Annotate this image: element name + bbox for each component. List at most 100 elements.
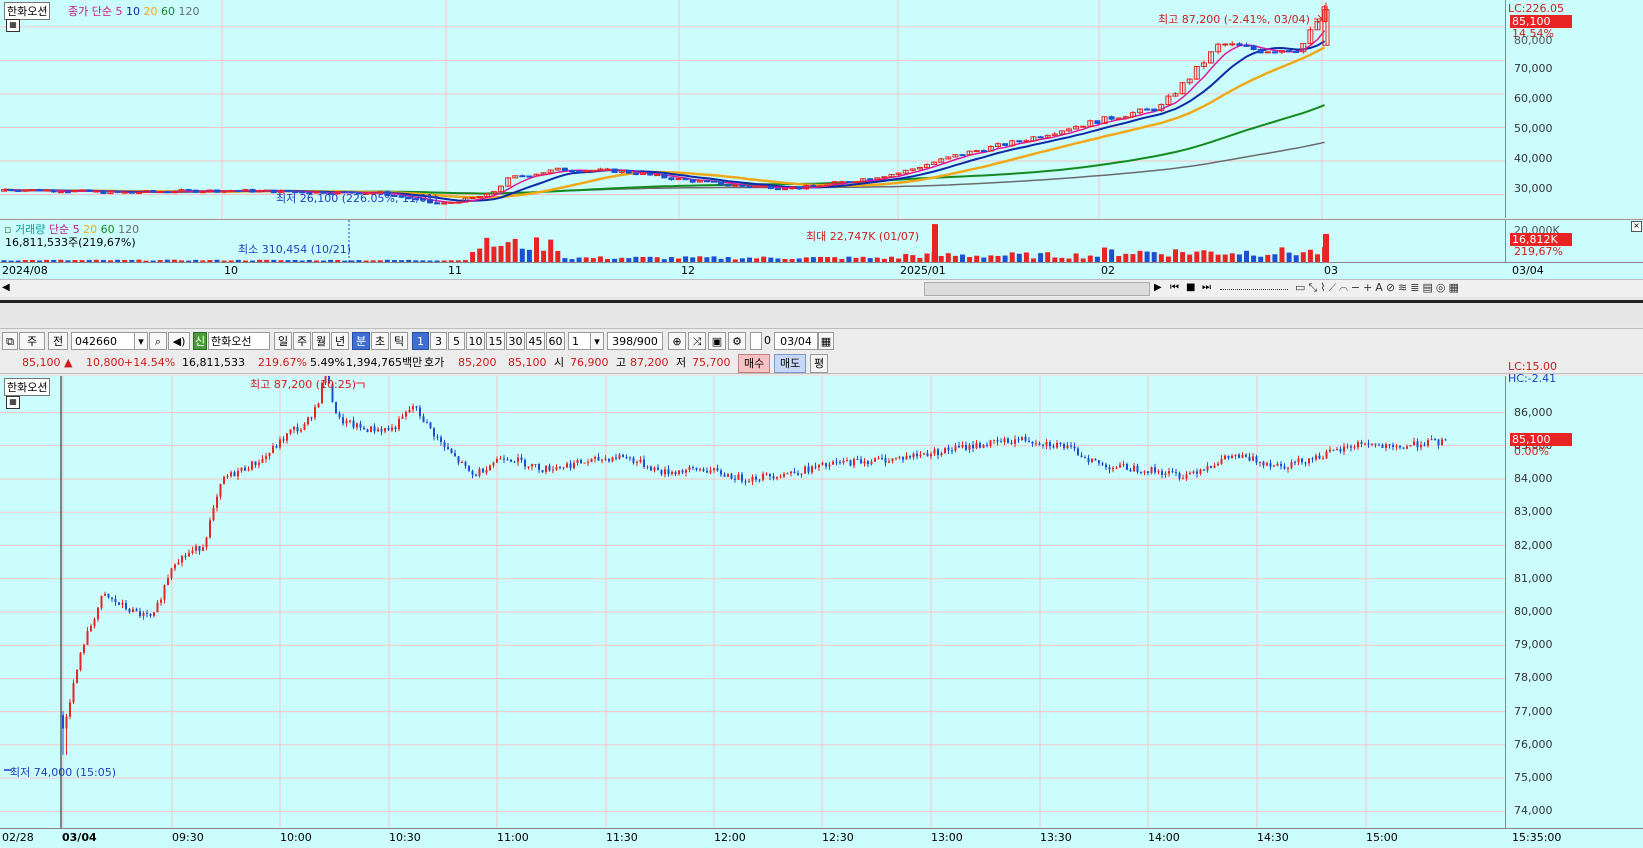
interval-45[interactable]: 45: [526, 332, 545, 350]
daily-candle: [1087, 120, 1094, 127]
volume-bar: [1180, 252, 1186, 262]
minute-candle: [310, 417, 313, 419]
minute-candle: [324, 376, 327, 383]
volume-close-icon[interactable]: ×: [1631, 221, 1642, 232]
volume-bar: [1038, 253, 1044, 262]
zero-checkbox[interactable]: [750, 332, 762, 350]
drawing-tools[interactable]: ▭⤡⌇⟋⌒−+A⊘≋≣▤◎▦: [1295, 281, 1462, 294]
volume-bar: [1031, 258, 1036, 262]
unit-minute[interactable]: 분: [352, 332, 370, 350]
volume-bar: [960, 254, 965, 262]
volume-bar: [718, 258, 724, 262]
interval-10[interactable]: 10: [466, 332, 485, 350]
date-input[interactable]: 03/04: [774, 332, 818, 350]
pane-splitter[interactable]: [0, 297, 1643, 327]
minute-candle: [170, 568, 173, 579]
calendar-icon[interactable]: ▦: [818, 332, 834, 350]
minute-candle: [849, 460, 852, 466]
volume-bar: [313, 260, 319, 262]
sell-button[interactable]: 매도: [774, 354, 807, 373]
daily-candle: [512, 175, 519, 179]
daily-candle: [93, 190, 100, 193]
period-month[interactable]: 월: [312, 332, 330, 350]
minute-candle: [688, 466, 691, 470]
unit-tick[interactable]: 틱: [390, 332, 408, 350]
period-week[interactable]: 주: [293, 332, 311, 350]
interval-30[interactable]: 30: [506, 332, 525, 350]
minute-candle: [1150, 467, 1153, 474]
period-day[interactable]: 일: [274, 332, 292, 350]
minute-candle: [524, 460, 526, 467]
daily-candle: [1051, 133, 1058, 136]
volume-panel[interactable]: ▫ 거래량 단순 5 20 60 120 16,811,533주(219,67%…: [0, 219, 1506, 262]
nav-stop-icon[interactable]: ■: [1186, 282, 1196, 293]
minute-candle: [727, 474, 729, 477]
prev-button[interactable]: 전: [48, 332, 68, 350]
daily-candle: [476, 196, 483, 199]
flat-button[interactable]: 평: [810, 354, 829, 373]
daily-candle: [888, 173, 895, 178]
minute-candle: [891, 458, 894, 462]
indicator-icon[interactable]: ⊕: [668, 332, 686, 350]
minute-candle: [1045, 442, 1048, 446]
minute-x-tick: 15:00: [1366, 831, 1398, 844]
stock-name-field[interactable]: 한화오선: [208, 332, 270, 350]
interval-15[interactable]: 15: [486, 332, 505, 350]
volume-bar: [732, 259, 738, 262]
count-total[interactable]: 398/900: [607, 332, 663, 350]
sound-icon[interactable]: ◀): [168, 332, 190, 350]
daily-candle: [618, 169, 625, 173]
code-dropdown-icon[interactable]: ▾: [134, 332, 148, 350]
minute-candle: [282, 439, 285, 441]
scroll-thumb[interactable]: [924, 282, 1150, 296]
minute-candle: [1189, 473, 1191, 475]
volume-bar: [881, 258, 887, 262]
search-icon[interactable]: ⌕: [149, 332, 167, 350]
minute-candle: [520, 457, 523, 461]
ma-legend[interactable]: 종가 단순 5 10 20 60 120: [68, 3, 199, 19]
minute-settings-icon[interactable]: ▦: [6, 396, 20, 409]
interval-5[interactable]: 5: [448, 332, 465, 350]
chart-settings-icon[interactable]: ▦: [6, 19, 20, 32]
minute-candle: [1157, 471, 1160, 473]
nav-first-icon[interactable]: ⏮: [1170, 282, 1179, 293]
minute-chart[interactable]: [0, 376, 1505, 828]
interval-3[interactable]: 3: [430, 332, 447, 350]
unit-second[interactable]: 초: [371, 332, 389, 350]
daily-chart[interactable]: [0, 0, 1505, 218]
volume-legend[interactable]: ▫ 거래량 단순 5 20 60 120: [4, 223, 140, 236]
volume-bar: [72, 260, 78, 262]
volume-chart[interactable]: [0, 220, 1505, 262]
minute-candle: [391, 427, 393, 431]
window-icon[interactable]: ⧉: [2, 332, 18, 350]
daily-chart-panel[interactable]: 한화오션 종가 단순 5 10 20 60 120 ▦ 최고 87,200 (-…: [0, 0, 1506, 218]
minute-candle: [1084, 457, 1086, 459]
nav-last-icon[interactable]: ⏭: [1202, 282, 1211, 293]
volume-max-label: 최대 22,747K (01/07): [806, 230, 920, 243]
interval-1[interactable]: 1: [412, 332, 429, 350]
scroll-left-arrow[interactable]: ◀: [2, 282, 10, 293]
interval-60[interactable]: 60: [546, 332, 565, 350]
minute-candle: [1147, 471, 1149, 474]
compare-icon[interactable]: ⤨: [688, 332, 706, 350]
quote-open-label: 시: [554, 356, 565, 369]
buy-button[interactable]: 매수: [738, 354, 771, 373]
daily-candle: [583, 170, 590, 173]
minute-candle: [1203, 469, 1205, 471]
minute-candle: [671, 471, 673, 475]
daily-candle: [966, 150, 973, 156]
count-dropdown-icon[interactable]: ▾: [590, 332, 604, 350]
gear-icon[interactable]: ⚙: [728, 332, 746, 350]
daily-candle: [100, 190, 107, 194]
code-input[interactable]: 042660: [71, 332, 135, 350]
quote-bid: 85,100: [508, 356, 547, 369]
chart-scrollbar[interactable]: ◀ ▶ ⏮ ■ ⏭ ▭⤡⌇⟋⌒−+A⊘≋≣▤◎▦: [0, 279, 1643, 297]
save-icon[interactable]: ▣: [708, 332, 726, 350]
period-year[interactable]: 년: [331, 332, 349, 350]
zoom-slider[interactable]: [1220, 287, 1288, 290]
scroll-right-arrow[interactable]: ▶: [1154, 282, 1162, 293]
volume-bar: [1066, 258, 1072, 262]
type-select[interactable]: 주: [19, 332, 45, 350]
daily-low-label: 최저 26,100 (226.05%, 11/01): [276, 192, 438, 205]
minute-chart-panel[interactable]: 한화오션 ▦ 최고 87,200 (10:25) 최저 74,000 (15:0…: [0, 376, 1506, 828]
